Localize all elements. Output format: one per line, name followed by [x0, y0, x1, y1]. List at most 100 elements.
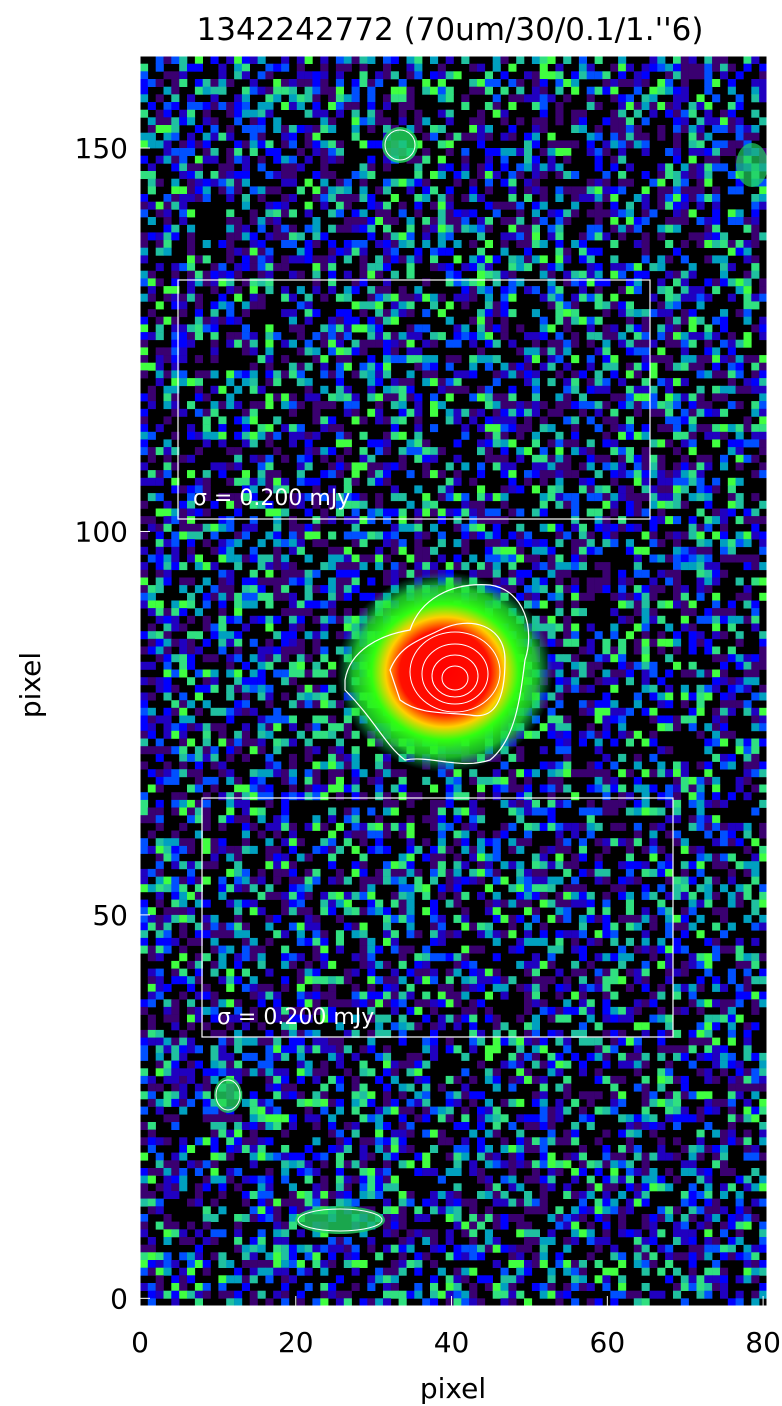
noise-pixel [712, 647, 720, 655]
noise-pixel [383, 94, 391, 102]
noise-pixel [218, 624, 226, 632]
noise-pixel [352, 209, 360, 217]
noise-pixel [720, 654, 728, 662]
noise-pixel [485, 854, 493, 862]
noise-pixel [422, 217, 430, 225]
noise-pixel [618, 401, 626, 409]
noise-pixel [461, 524, 469, 532]
noise-pixel [297, 693, 305, 701]
noise-pixel [226, 516, 234, 524]
noise-pixel [673, 332, 681, 340]
noise-pixel [187, 815, 195, 823]
noise-pixel [634, 401, 642, 409]
noise-pixel [148, 117, 156, 125]
noise-pixel [618, 493, 626, 501]
noise-pixel [305, 317, 313, 325]
noise-pixel [336, 555, 344, 563]
noise-pixel [297, 470, 305, 478]
noise-pixel [265, 286, 273, 294]
noise-pixel [352, 409, 360, 417]
noise-pixel [242, 739, 250, 747]
noise-pixel [344, 785, 352, 793]
noise-pixel [203, 478, 211, 486]
noise-pixel [179, 516, 187, 524]
noise-pixel [148, 278, 156, 286]
noise-pixel [720, 71, 728, 79]
noise-pixel [548, 225, 556, 233]
noise-pixel [728, 125, 736, 133]
noise-pixel [657, 378, 665, 386]
noise-pixel [704, 340, 712, 348]
noise-pixel [501, 578, 509, 586]
noise-pixel [226, 631, 234, 639]
noise-pixel [579, 662, 587, 670]
noise-pixel [649, 455, 657, 463]
noise-pixel [555, 347, 563, 355]
noise-pixel [156, 117, 164, 125]
noise-pixel [665, 271, 673, 279]
noise-pixel [649, 462, 657, 470]
noise-pixel [438, 79, 446, 87]
noise-pixel [508, 171, 516, 179]
noise-pixel [336, 616, 344, 624]
noise-pixel [179, 209, 187, 217]
noise-pixel [242, 478, 250, 486]
noise-pixel [242, 792, 250, 800]
noise-pixel [250, 340, 258, 348]
noise-pixel [305, 179, 313, 187]
noise-pixel [751, 509, 759, 517]
noise-pixel [399, 432, 407, 440]
noise-pixel [563, 148, 571, 156]
noise-pixel [681, 347, 689, 355]
noise-pixel [626, 179, 634, 187]
noise-pixel [242, 693, 250, 701]
noise-pixel [265, 762, 273, 770]
noise-pixel [148, 662, 156, 670]
noise-pixel [751, 232, 759, 240]
noise-pixel [438, 202, 446, 210]
noise-pixel [759, 294, 767, 302]
noise-pixel [179, 877, 187, 885]
noise-pixel [618, 432, 626, 440]
noise-pixel [375, 110, 383, 118]
noise-pixel [414, 117, 422, 125]
noise-pixel [508, 846, 516, 854]
noise-pixel [234, 462, 242, 470]
noise-pixel [414, 401, 422, 409]
noise-pixel [312, 769, 320, 777]
noise-pixel [642, 593, 650, 601]
noise-pixel [579, 401, 587, 409]
noise-pixel [211, 409, 219, 417]
noise-pixel [751, 363, 759, 371]
noise-pixel [258, 156, 266, 164]
noise-pixel [289, 593, 297, 601]
noise-pixel [602, 301, 610, 309]
noise-pixel [555, 332, 563, 340]
noise-pixel [689, 294, 697, 302]
noise-pixel [336, 309, 344, 317]
noise-pixel [164, 731, 172, 739]
noise-pixel [297, 700, 305, 708]
noise-pixel [446, 386, 454, 394]
noise-pixel [602, 723, 610, 731]
noise-pixel [312, 662, 320, 670]
noise-pixel [704, 294, 712, 302]
noise-pixel [242, 432, 250, 440]
noise-pixel [187, 539, 195, 547]
noise-pixel [704, 179, 712, 187]
noise-pixel [226, 209, 234, 217]
noise-pixel [626, 363, 634, 371]
noise-pixel [516, 432, 524, 440]
noise-pixel [328, 424, 336, 432]
noise-pixel [407, 823, 415, 831]
noise-pixel [179, 608, 187, 616]
noise-pixel [430, 301, 438, 309]
noise-pixel [414, 555, 422, 563]
noise-pixel [375, 263, 383, 271]
noise-pixel [477, 509, 485, 517]
noise-pixel [642, 792, 650, 800]
noise-pixel [312, 647, 320, 655]
noise-pixel [265, 340, 273, 348]
noise-pixel [744, 746, 752, 754]
noise-pixel [367, 225, 375, 233]
